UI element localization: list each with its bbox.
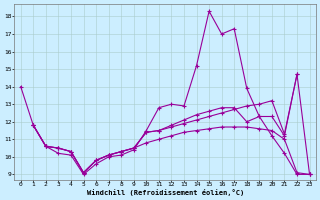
X-axis label: Windchill (Refroidissement éolien,°C): Windchill (Refroidissement éolien,°C)	[86, 189, 244, 196]
